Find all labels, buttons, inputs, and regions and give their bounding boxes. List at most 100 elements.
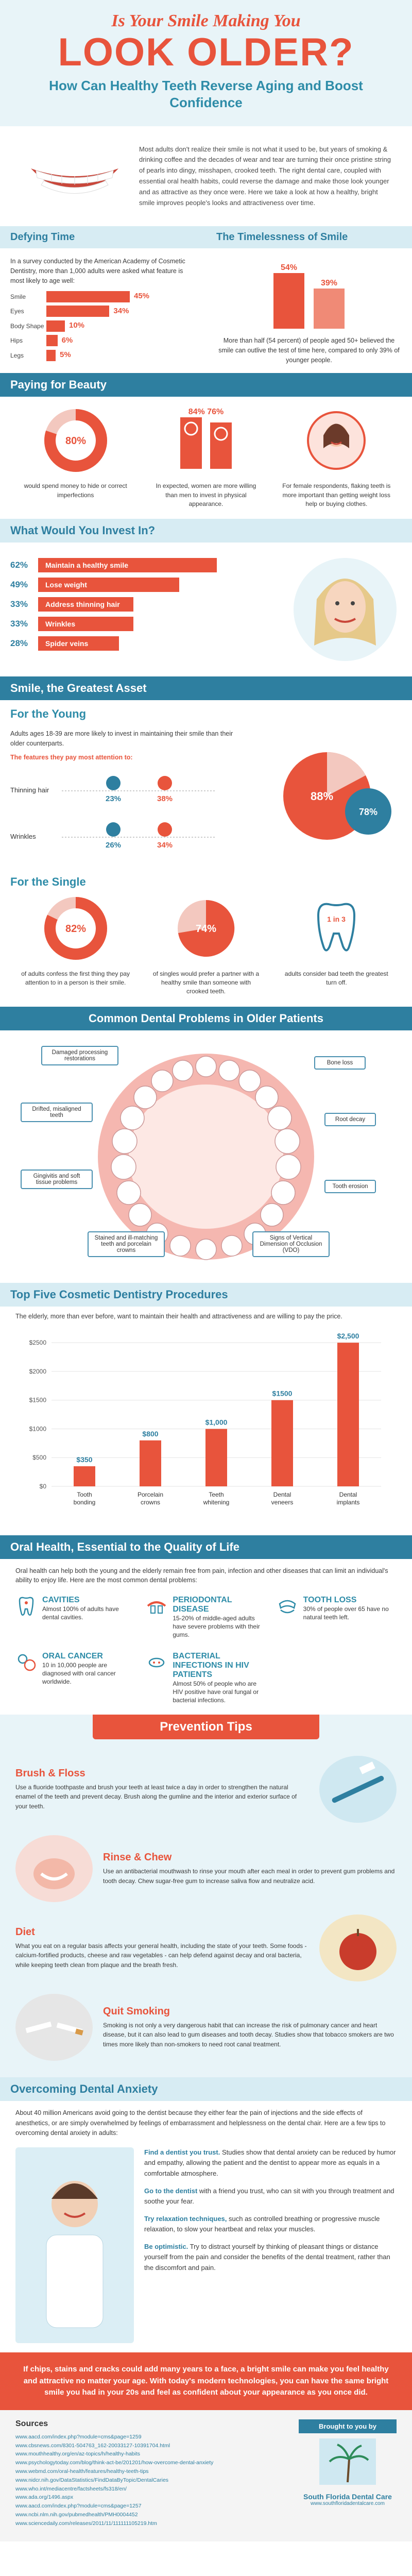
source-link[interactable]: www.ada.org/1496.aspx xyxy=(15,2494,74,2501)
source-link[interactable]: www.psychologytoday.com/blog/think-act-b… xyxy=(15,2460,214,2466)
oral-health-item: Tooth Loss 30% of people over 65 have no … xyxy=(277,1596,397,1639)
callout-restorations: Damaged processing restorations xyxy=(41,1045,118,1065)
young-text: Adults ages 18-39 are more likely to inv… xyxy=(10,730,233,748)
age-well-bar-value: 6% xyxy=(61,335,73,345)
defying-time-text: In a survey conducted by the American Ac… xyxy=(10,258,185,284)
thinning-hair-old: 38% xyxy=(157,794,173,803)
timelessness-heading: The Timelessness of Smile xyxy=(206,226,412,248)
young-heading: For the Young xyxy=(10,707,87,721)
source-link[interactable]: www.ncbi.nlm.nih.gov/pubmedhealth/PMH000… xyxy=(15,2512,138,2518)
tip-text: Use an antibacterial mouthwash to rinse … xyxy=(103,1868,395,1885)
invest-row: 28% Spider veins xyxy=(10,636,278,651)
procedure-category-label: Teeth xyxy=(209,1491,224,1498)
procedures-heading: Top Five Cosmetic Dentistry Procedures xyxy=(0,1282,412,1307)
single-trio: 82% of adults confess the first thing th… xyxy=(0,892,412,1007)
age-well-bar-value: 10% xyxy=(69,321,85,330)
timelessness-bar: 54% xyxy=(273,263,304,329)
apple-photo-icon xyxy=(319,1914,397,1982)
timelessness-text: More than half (54 percent) of people ag… xyxy=(218,337,400,364)
anxiety-tip: Find a dentist you trust. Studies show t… xyxy=(144,2147,397,2178)
tip-item: Rinse & Chew Use an antibacterial mouthwa… xyxy=(0,1829,412,1908)
dental-arch-diagram: Damaged processing restorations Bone los… xyxy=(10,1036,402,1278)
y-tick-label: $2000 xyxy=(29,1368,47,1375)
wrinkles-old: 34% xyxy=(157,841,173,850)
dentist-photo-icon xyxy=(15,2147,134,2344)
procedures-text: The elderly, more than ever before, want… xyxy=(15,1312,342,1320)
defying-time-heading: Defying Time xyxy=(0,226,206,248)
tip-item: Diet What you eat on a regular basis affe… xyxy=(0,1908,412,1988)
gender-bars: 84% 76% xyxy=(180,408,232,469)
gum-icon xyxy=(147,1601,166,1614)
callout-vdo: Signs of Vertical Dimension of Occlusion… xyxy=(252,1231,330,1257)
invest-pct: 28% xyxy=(10,638,28,649)
beauty-item-text: In expected, women are more willing than… xyxy=(156,482,256,508)
invest-bar: Spider veins xyxy=(38,636,119,651)
y-tick-label: $1500 xyxy=(29,1396,47,1403)
brought-by-label: Brought to you by xyxy=(299,2419,397,2433)
invest-pct: 49% xyxy=(10,580,28,590)
oral-item-title: Oral Cancer xyxy=(42,1651,103,1660)
cells-icon xyxy=(18,1654,36,1671)
source-link[interactable]: www.webmd.com/oral-health/features/healt… xyxy=(15,2468,149,2475)
dental-problems-heading: Common Dental Problems in Older Patients xyxy=(0,1006,412,1030)
invest-pct: 62% xyxy=(10,560,28,570)
procedure-category-label: veneers xyxy=(271,1499,294,1506)
intro-section: Most adults don't realize their smile is… xyxy=(0,126,412,226)
callout-bone-loss: Bone loss xyxy=(314,1056,366,1070)
oral-health-grid: Cavities Almost 100% of adults have denta… xyxy=(0,1585,412,1715)
age-well-bar-label: Legs xyxy=(10,351,24,359)
oral-health-item: Oral Cancer 10 in 10,000 people are diagn… xyxy=(15,1652,135,1705)
beauty-donut-1-label: 80% xyxy=(65,435,86,447)
source-link[interactable]: www.aacd.com/index.php?module=cms&page=1… xyxy=(15,2433,142,2440)
anxiety-tip-text: such as controlled breathing or progress… xyxy=(144,2215,380,2233)
procedure-bar-value: $2,500 xyxy=(337,1332,359,1340)
invest-heading: What Would You Invest In? xyxy=(0,519,412,543)
beauty-trio: 80% would spend money to hide or correct… xyxy=(0,397,412,519)
procedure-bar xyxy=(337,1342,359,1486)
single-item-text: adults consider bad teeth the greatest t… xyxy=(284,970,388,987)
age-well-bar-row: Legs 5% xyxy=(10,349,196,361)
anxiety-tip-lead: Try relaxation techniques, xyxy=(144,2215,227,2223)
oral-health-heading: Oral Health, Essential to the Quality of… xyxy=(0,1535,412,1559)
source-link[interactable]: www.mouthhealthy.org/en/az-topics/h/heal… xyxy=(15,2451,141,2458)
source-link[interactable]: www.cbsnews.com/8301-504763_162-20033127… xyxy=(15,2442,170,2449)
oral-item-title: Cavities xyxy=(42,1596,80,1605)
sources-section: Sources www.aacd.com/index.php?module=cm… xyxy=(0,2410,412,2541)
tip-item: Quit Smoking Smoking is not only a very d… xyxy=(0,1988,412,2067)
timelessness-bar-chart: 54% 39% xyxy=(216,262,402,329)
invest-row: 62% Maintain a healthy smile xyxy=(10,558,278,573)
pie-label-old: 78% xyxy=(359,807,377,817)
single-pie-label: 74% xyxy=(196,923,216,935)
invest-row: 33% Wrinkles xyxy=(10,617,278,632)
age-well-bar xyxy=(46,291,130,302)
beauty-item-text: would spend money to hide or correct imp… xyxy=(24,482,127,499)
brand-name: South Florida Dental Care xyxy=(303,2492,392,2501)
procedure-category-label: Porcelain xyxy=(138,1491,163,1498)
oral-item-title: Tooth Loss xyxy=(303,1596,357,1605)
anxiety-tip-lead: Go to the dentist xyxy=(144,2187,198,2195)
beauty-donut-1: 80% xyxy=(44,409,107,472)
procedure-category-label: crowns xyxy=(141,1499,160,1506)
age-well-bar xyxy=(46,335,58,346)
anxiety-tip-text: Studies show that dental anxiety can be … xyxy=(144,2148,396,2177)
single-heading: For the Single xyxy=(10,875,86,888)
source-link[interactable]: www.nidcr.nih.gov/DataStatistics/FindDat… xyxy=(15,2477,169,2483)
brand-url[interactable]: www.southfloridadentalcare.com xyxy=(311,2500,385,2506)
source-link[interactable]: www.aacd.com/index.php?module=cms&page=1… xyxy=(15,2503,142,2510)
age-well-bar xyxy=(46,306,110,317)
hero-subtitle: How Can Healthy Teeth Reverse Aging and … xyxy=(49,78,363,110)
oral-item-title: Periodontal Disease xyxy=(173,1596,232,1614)
invest-pct: 33% xyxy=(10,599,28,609)
single-item: 82% of adults confess the first thing th… xyxy=(19,895,132,996)
anxiety-tip-text: Try to distract yourself by thinking of … xyxy=(144,2243,390,2272)
source-link[interactable]: www.sciencedaily.com/releases/2011/11/11… xyxy=(15,2520,157,2527)
broken-cigarette-photo-icon xyxy=(15,1994,93,2061)
wrinkles-young: 26% xyxy=(106,841,121,850)
sources-list: www.aacd.com/index.php?module=cms&page=1… xyxy=(15,2433,288,2528)
timelessness-bar-value: 54% xyxy=(280,263,298,272)
invest-list: 62% Maintain a healthy smile 49% Lose weigh… xyxy=(10,553,278,666)
source-link[interactable]: www.who.int/mediacentre/factsheets/fs318… xyxy=(15,2485,127,2492)
procedure-category-label: Dental xyxy=(273,1491,291,1498)
procedure-category-label: Tooth xyxy=(77,1491,92,1498)
